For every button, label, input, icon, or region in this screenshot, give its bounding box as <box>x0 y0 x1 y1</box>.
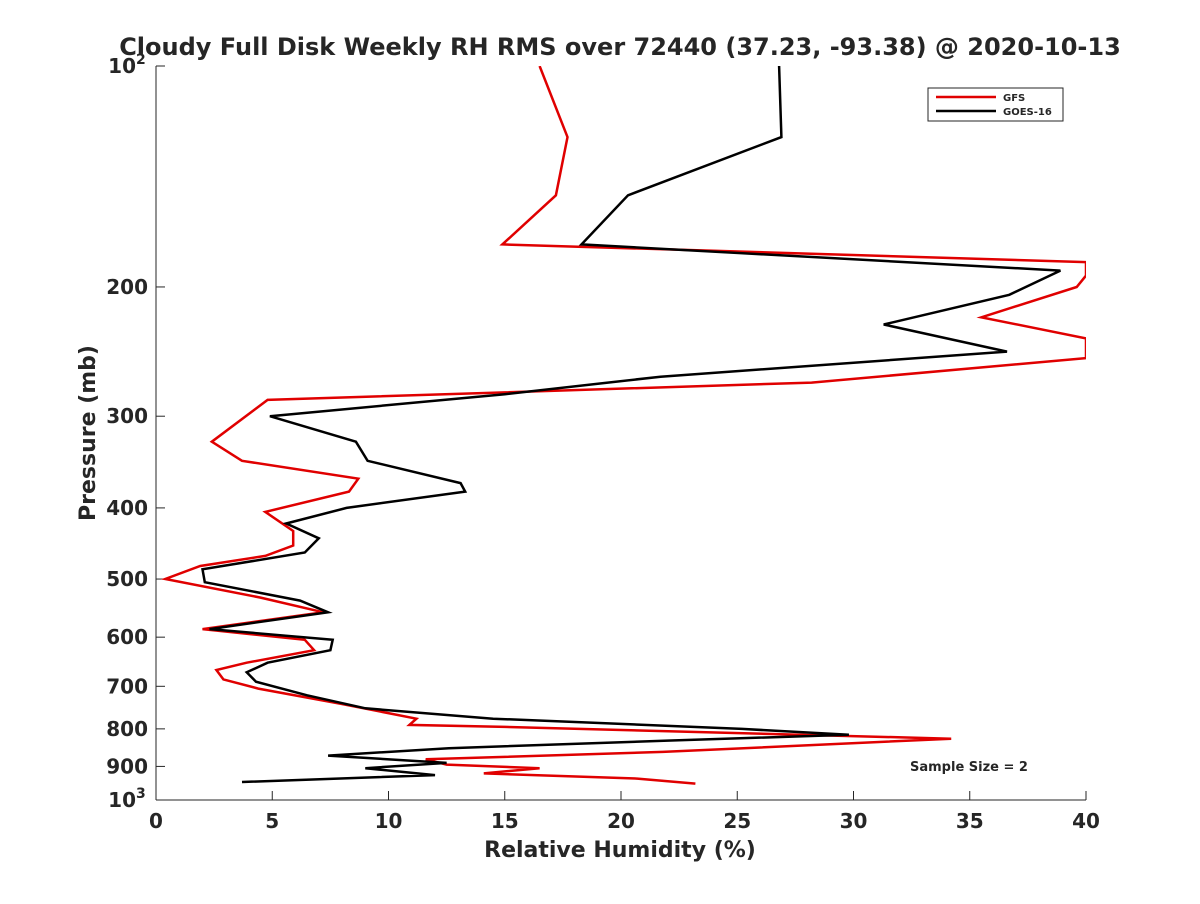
x-tick-label: 30 <box>840 809 868 833</box>
x-tick-label: 15 <box>491 809 519 833</box>
y-tick-label: 800 <box>106 717 148 741</box>
x-axis-label: Relative Humidity (%) <box>484 838 756 863</box>
x-tick-label: 10 <box>375 809 403 833</box>
y-tick-label: 500 <box>106 567 148 591</box>
y-tick-exponent: 3 <box>136 786 146 802</box>
y-tick-label: 300 <box>106 404 148 428</box>
legend-box <box>927 87 1064 122</box>
y-tick-label: 10 <box>108 54 136 78</box>
y-tick-label: 700 <box>106 674 148 698</box>
x-tick-label: 20 <box>607 809 635 833</box>
series-line-gfs <box>160 66 1086 785</box>
legend-label-gfs: GFS <box>1003 93 1025 104</box>
y-tick-label: 400 <box>106 496 148 520</box>
y-tick-label: 900 <box>106 754 148 778</box>
y-tick-label: 10 <box>108 788 136 812</box>
x-tick-label: 5 <box>265 809 279 833</box>
y-tick-exponent: 2 <box>136 52 146 68</box>
y-axis-label: Pressure (mb) <box>76 345 101 521</box>
chart-title: Cloudy Full Disk Weekly RH RMS over 7244… <box>119 33 1121 61</box>
x-tick-label: 35 <box>956 809 984 833</box>
y-tick-label: 600 <box>106 625 148 649</box>
legend: GFS GOES-16 <box>927 87 1064 122</box>
series-line-goes-16 <box>201 66 1061 784</box>
x-tick-label: 25 <box>723 809 751 833</box>
x-tick-label: 40 <box>1072 809 1100 833</box>
x-tick-label: 0 <box>149 809 163 833</box>
y-tick-label: 200 <box>106 275 148 299</box>
legend-label-goes-16: GOES-16 <box>1003 107 1052 118</box>
sample-size-annotation: Sample Size = 2 <box>910 760 1028 775</box>
